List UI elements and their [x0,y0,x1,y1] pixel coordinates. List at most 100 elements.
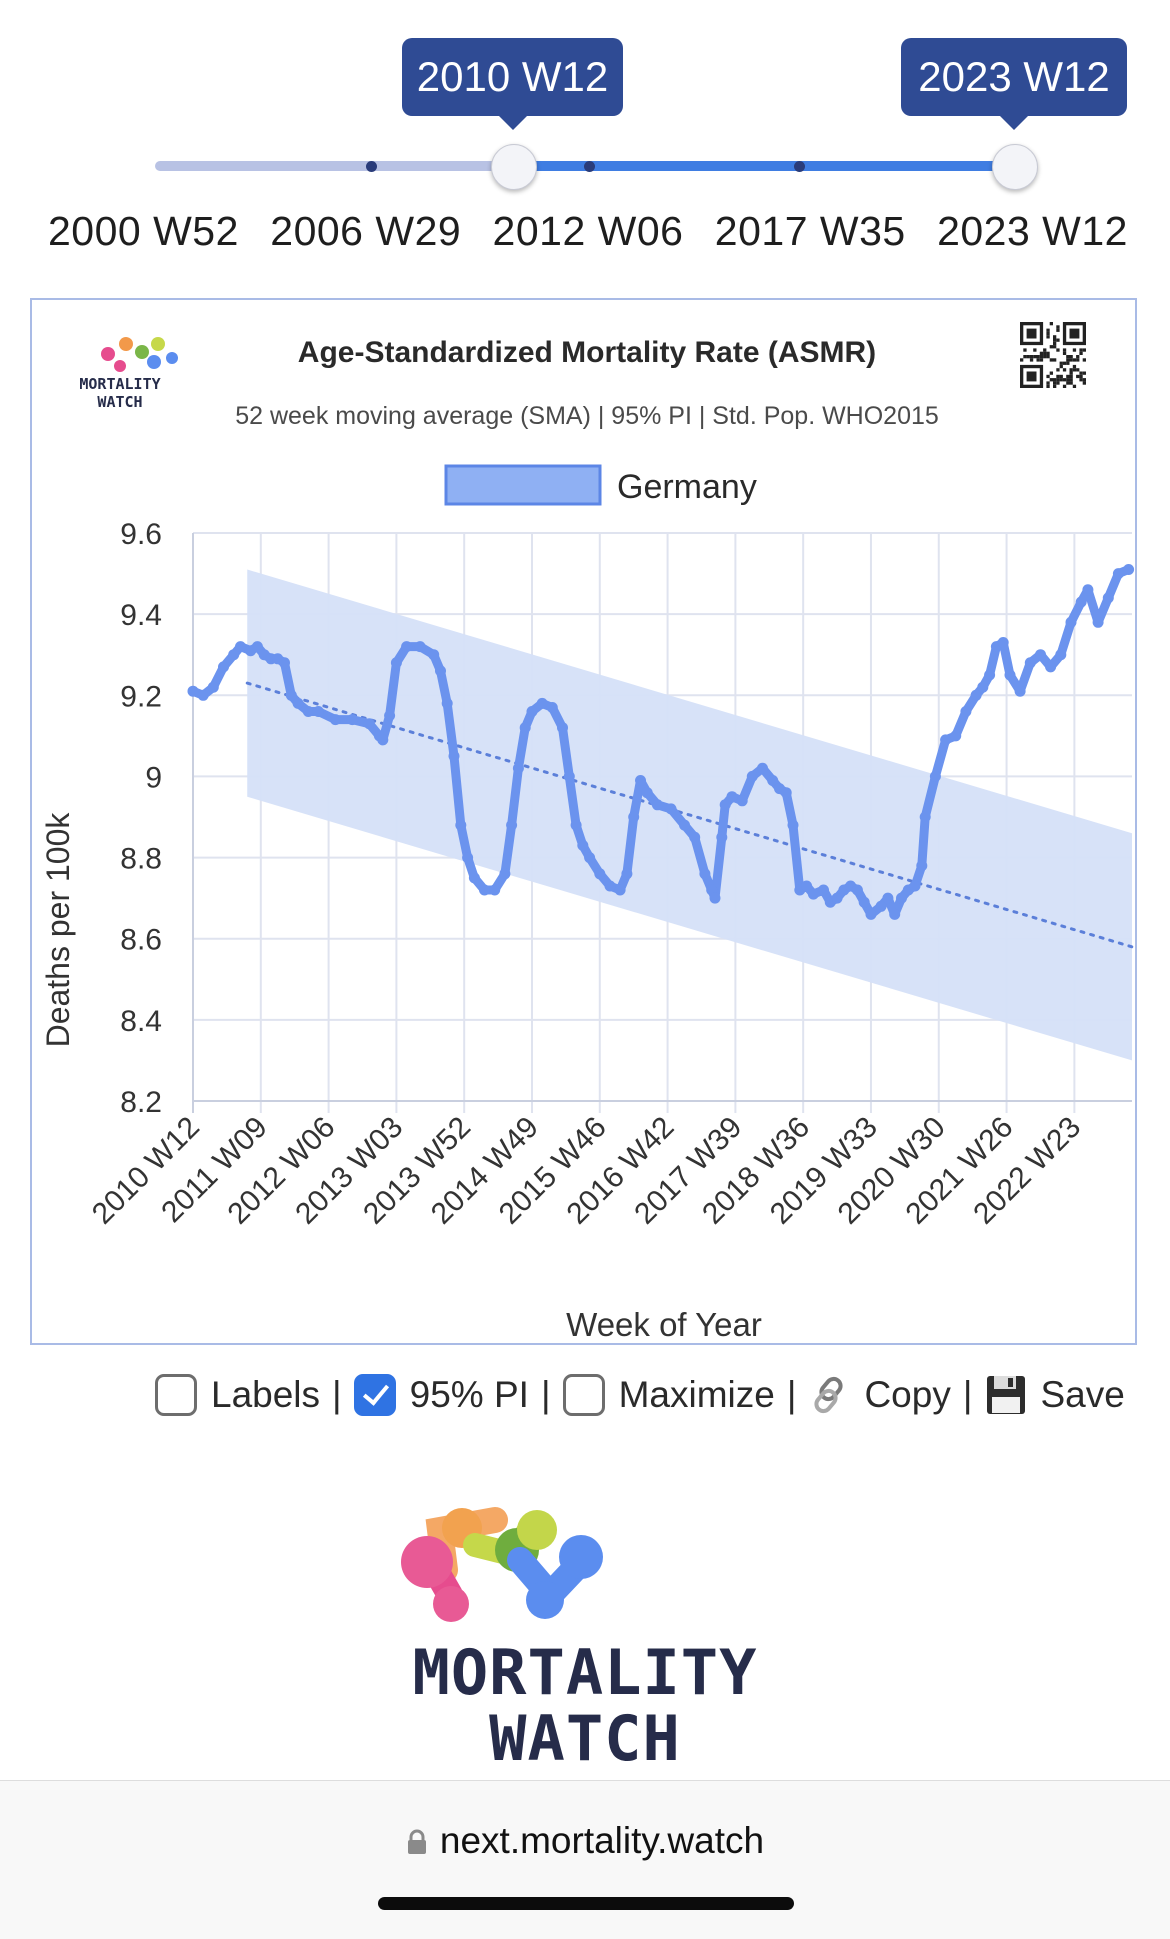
slider-track-active[interactable] [513,161,1013,171]
data-point [187,685,199,697]
qr-module [1059,374,1063,379]
qr-module [1076,374,1080,379]
data-point [584,852,596,864]
qr-module [1029,355,1034,359]
range-label: 2006 W29 [270,208,462,254]
range-end-handle[interactable] [992,144,1038,190]
data-point [526,706,538,717]
range-label: 2023 W12 [937,208,1128,254]
qr-module [1039,358,1044,362]
qr-module [1066,378,1070,382]
qr-module [1056,378,1060,382]
data-point [1045,661,1057,673]
data-point [346,714,358,726]
save-button[interactable]: Save [1040,1374,1125,1415]
slider-track-inactive[interactable] [155,161,514,171]
legend-swatch[interactable] [444,464,602,506]
mortality-watch-logo-icon [401,1507,603,1622]
qr-module [1062,384,1067,388]
home-indicator[interactable] [378,1897,794,1910]
maximize-checkbox[interactable] [562,1374,605,1416]
qr-module [1049,322,1053,326]
data-point [312,706,324,717]
y-tick-label: 9 [145,761,162,794]
qr-module [1046,374,1050,379]
end-value-tooltip: 2023 W12 [901,38,1127,130]
data-point [851,884,863,896]
qr-module [1033,355,1037,359]
data-point [896,892,907,904]
data-point [757,762,768,774]
separator: | [540,1374,551,1415]
range-label: 2017 W35 [714,208,906,254]
data-point [997,637,1009,648]
browser-address-bar[interactable] [0,1780,1170,1939]
qr-module [1069,368,1073,372]
qr-module [1046,381,1050,385]
data-point [1065,616,1077,628]
data-point [651,799,663,811]
qr-module [1036,358,1040,362]
link-icon[interactable] [808,1373,852,1417]
qr-module [1046,384,1050,388]
data-point [1035,649,1046,661]
data-point [428,649,440,661]
data-point [455,819,467,831]
qr-module [1049,378,1053,382]
data-point [1004,669,1016,681]
labels-option-label[interactable]: Labels [211,1374,321,1415]
qr-module [1066,361,1070,365]
data-point [716,831,728,843]
url-display[interactable]: next.mortality.watch [0,1820,1170,1862]
pi-checkbox[interactable] [353,1374,396,1416]
range-start-handle[interactable] [491,144,537,190]
y-tick-label: 8.6 [120,924,162,957]
qr-code-icon [1020,322,1086,388]
mini-logo-text: MORTALITY [79,375,160,393]
qr-module [1059,364,1063,369]
qr-module [1062,378,1067,382]
y-axis-ticks: 9.6 9.4 9.2 9 8.8 8.6 8.4 8.2 [120,518,162,1119]
qr-module [1053,384,1057,388]
data-point [865,908,877,920]
qr-module [1079,351,1083,355]
data-point [302,706,314,717]
url-text[interactable]: next.mortality.watch [439,1820,765,1861]
data-point [970,689,982,701]
legend-label[interactable]: Germany [617,468,757,506]
footer-brand-line: MORTALITY [412,1636,758,1709]
data-point [780,787,792,799]
data-point [197,689,209,701]
separator: | [786,1374,797,1415]
maximize-option-label[interactable]: Maximize [618,1374,775,1415]
data-point [435,665,446,677]
qr-module [1056,368,1060,372]
y-tick-label: 8.2 [120,1086,162,1119]
footer-brand-name: MORTALITY WATCH [360,1640,810,1772]
qr-module [1062,348,1067,352]
range-label: 2000 W52 [48,208,239,254]
data-point [363,718,375,730]
qr-finder [1026,328,1037,339]
qr-module [1066,374,1070,379]
data-point [546,702,558,713]
pi-option-label[interactable]: 95% PI [409,1374,529,1415]
qr-module [1056,338,1060,342]
data-point [279,657,290,669]
slider-tick-mark [366,161,377,172]
data-point [1075,596,1087,608]
qr-module [1053,341,1057,346]
labels-checkbox[interactable] [155,1374,197,1416]
data-point [414,641,426,653]
qr-module [1072,384,1077,388]
qr-module [1072,348,1077,352]
qr-module [1069,381,1073,385]
data-point [875,900,887,912]
chart-panel: MORTALITY WATCH Age-Standardized Mortali… [30,298,1137,1345]
data-point [506,819,518,831]
qr-module [1082,381,1086,385]
qr-module [1069,371,1073,375]
floppy-disk-icon[interactable] [984,1373,1028,1417]
data-point [882,892,894,904]
copy-button[interactable]: Copy [864,1374,951,1415]
